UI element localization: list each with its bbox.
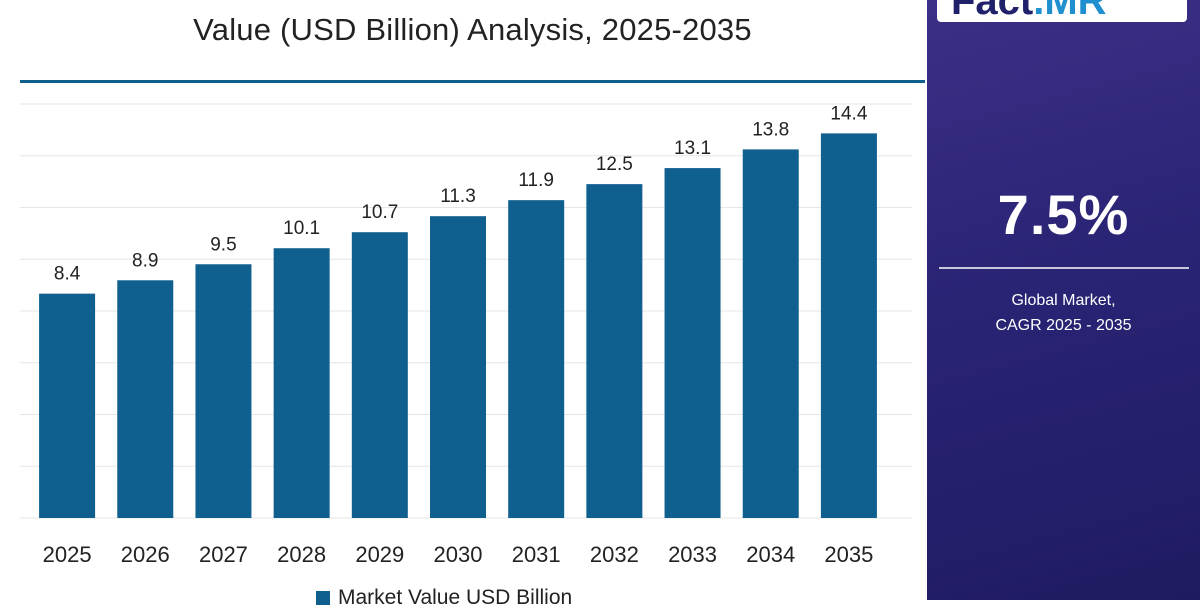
x-tick-2033: 2033 — [668, 542, 717, 567]
bar-2029 — [351, 232, 408, 518]
bar-2033 — [664, 168, 721, 519]
x-tick-2034: 2034 — [746, 542, 795, 567]
bar-2031 — [508, 200, 565, 518]
logo-accent-text: .MR — [1033, 0, 1107, 22]
cagr-caption-line2: CAGR 2025 - 2035 — [995, 317, 1132, 334]
bar-2032 — [586, 184, 643, 518]
x-tick-2031: 2031 — [512, 542, 561, 567]
data-label-2027: 9.5 — [210, 234, 236, 255]
legend: Market Value USD Billion — [316, 586, 572, 610]
legend-swatch — [316, 591, 330, 606]
data-label-2030: 11.3 — [440, 186, 476, 207]
cagr-caption-line1: Global Market, — [1011, 292, 1116, 309]
cagr-panel: Fact.MR 7.5% Global Market, CAGR 2025 - … — [927, 0, 1200, 600]
bar-chart: 8.4 8.9 9.5 10.1 10.7 11.3 11.9 12.5 13.1 13.8 14.… — [20, 103, 912, 567]
chart-title: Value (USD Billion) Analysis, 2025-2035 — [193, 12, 752, 47]
x-tick-2030: 2030 — [434, 542, 483, 567]
bar-2025 — [39, 293, 96, 518]
data-label-2034: 13.8 — [752, 119, 789, 140]
data-label-2035: 14.4 — [830, 103, 867, 124]
data-label-2028: 10.1 — [283, 218, 320, 239]
data-label-2032: 12.5 — [596, 154, 633, 175]
data-label-2029: 10.7 — [361, 202, 398, 223]
bar-2027 — [195, 264, 252, 518]
x-tick-2027: 2027 — [199, 542, 248, 567]
x-tick-2032: 2032 — [590, 542, 639, 567]
x-tick-2026: 2026 — [121, 542, 170, 567]
brand-logo: Fact.MR — [937, 0, 1187, 22]
panel-divider — [939, 267, 1189, 269]
data-label-2025: 8.4 — [54, 264, 81, 285]
x-tick-2035: 2035 — [824, 542, 873, 567]
bar-series — [39, 133, 877, 519]
x-axis-ticks: 2025 2026 2027 2028 2029 2030 2031 2032 2033 2034… — [43, 542, 874, 567]
legend-label: Market Value USD Billion — [338, 586, 573, 609]
cagr-value: 7.5% — [997, 183, 1130, 246]
bar-2030 — [430, 216, 486, 518]
data-label-2033: 13.1 — [674, 138, 711, 159]
bar-2028 — [273, 248, 330, 519]
x-tick-2028: 2028 — [277, 542, 326, 567]
x-tick-2025: 2025 — [43, 542, 92, 567]
title-divider — [20, 80, 925, 83]
cagr-caption: Global Market, CAGR 2025 - 2035 — [927, 288, 1200, 338]
bar-2026 — [117, 280, 174, 518]
bar-2034 — [742, 149, 799, 519]
logo-text: Fact — [951, 0, 1034, 22]
data-labels: 8.4 8.9 9.5 10.1 10.7 11.3 11.9 12.5 13.1 13.8 14.… — [54, 103, 868, 284]
data-label-2026: 8.9 — [132, 250, 158, 271]
x-tick-2029: 2029 — [355, 542, 404, 567]
data-label-2031: 11.9 — [518, 170, 554, 191]
bar-2035 — [820, 133, 877, 518]
